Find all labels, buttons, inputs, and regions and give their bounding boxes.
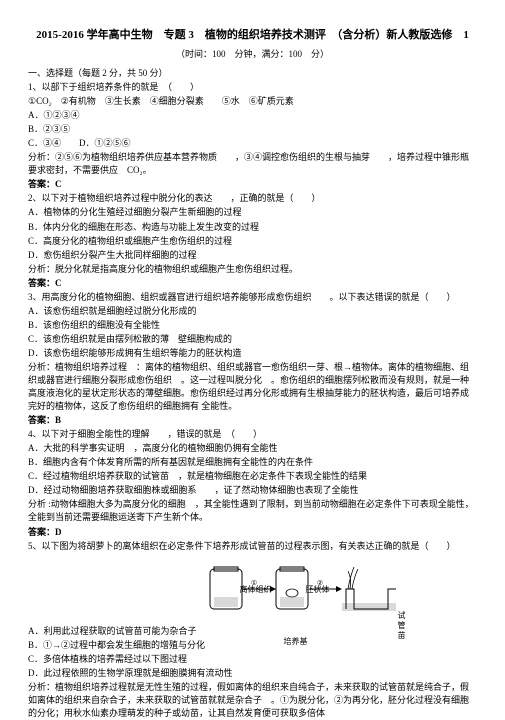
q4-answer: 答案：D xyxy=(28,526,477,539)
q4-optD: D．经过动物细胞培养获取细胞株或细胞系 ，证了然动物体细胞也表现了全能性 xyxy=(28,484,477,497)
label-peizhuang: 胚状体 xyxy=(306,585,330,595)
q4-optC: C．经过植物组织培养获取的试管苗 ，就是植物细胞在必定条件下表现全能性的结果 xyxy=(28,470,477,483)
q3-answer: 答案：B xyxy=(28,414,477,427)
q5-diagram: ① ② 离体组织 胚状体 试管苗 培养基 xyxy=(118,559,477,619)
q2-optA: A．植物体的分化生殖经过细胞分裂产生新细胞的过程 xyxy=(28,206,477,219)
q4-optA: A．大批的科学事实证明 ，高度分化的植物细胞仍拥有全能性 xyxy=(28,442,477,455)
q1-stem: 1、以部下于组织培养条件的就是 （ ） xyxy=(28,81,477,94)
q3-analysis: 分析：植物组织培养过程 ：离体的植物组织、组织或器官一愈伤组织一芽、根→植物体。… xyxy=(28,361,477,413)
q1-optD: D．①②⑤⑥ xyxy=(79,138,131,148)
q3-optB: B．该愈伤组织的细胞没有全能性 xyxy=(28,319,477,332)
q2-stem: 2、以下对于植物组织培养过程中脱分化的表达 ，正确的就是（ ） xyxy=(28,192,477,205)
q5-stem: 5、以下图为将胡萝卜的离体组织在必定条件下培养形成试管苗的过程表示图，有关表达正… xyxy=(28,540,477,553)
q5-optB: B．①→②过程中都会发生细胞的增殖与分化 xyxy=(28,639,477,652)
q2-analysis: 分析：脱分化就是指高度分化的植物组织或细胞产生愈伤组织过程。 xyxy=(28,263,477,276)
q5-optA: A．利用此过程获取的试管苗可能为杂合子 xyxy=(28,625,477,638)
q5-optD: D．此过程依照的生物学原理就是细胞膜拥有流动性 xyxy=(28,667,477,680)
q1-optB: B．②③⑤ xyxy=(28,123,477,136)
q5-optC: C．多倍体植株的培养需经过以下图过程 xyxy=(28,653,477,666)
q2-optB: B．体内分化的细胞在形态、构造与功能上发生改变的过程 xyxy=(28,221,477,234)
q4-stem: 4、以下对于细胞全能性的理解 ，错误的就是 （ ） xyxy=(28,428,477,441)
q3-stem: 3、用高度分化的植物细胞、组织或器官进行组织培养能够形成愈伤组织 。以下表达错误… xyxy=(28,291,477,304)
section-heading: 一、选择题（每题 2 分，共 50 分） xyxy=(28,67,477,80)
q2-optD: D．愈伤组织分裂产生大批同样细胞的过程 xyxy=(28,249,477,262)
q4-optB: B．细胞内含有个体发育所需的所有基因就是细胞拥有全能性的内在条件 xyxy=(28,456,477,469)
q3-optC: C．该愈伤组织就是由摆列松散的薄 壁细胞构成的 xyxy=(28,333,477,346)
q2-optC: C．高度分化的植物组织或细胞产生愈伤组织的过程 xyxy=(28,235,477,248)
q1-optA: A．①②③④ xyxy=(28,109,477,122)
label-peiyangji: 培养基 xyxy=(284,637,308,647)
q2-answer: 答案：C xyxy=(28,277,477,290)
q1-optC: C．③④ D．①②⑤⑥ xyxy=(28,137,477,150)
q3-optD: D．该愈伤组织能够形成拥有生组织等能力的胚状构造 xyxy=(28,347,477,360)
doc-title: 2015-2016 学年高中生物 专题 3 植物的组织培养技术测评 （含分析）新… xyxy=(28,28,477,44)
q3-optA: A．该愈伤组织就是细胞经过脱分化形成的 xyxy=(28,305,477,318)
apparatus-diagram: ① ② xyxy=(198,559,398,619)
label-shiguanmiao: 试管苗 xyxy=(398,611,406,642)
q4-analysis: 分析 :动物体细胞大多为高度分化的细胞 ，其全能性遇到了限制，到当前动物细胞在必… xyxy=(28,498,477,524)
q5-analysis: 分析：植物组织培养过程就是无性生殖的过程，假如离体的组织来自纯合子，未来获取的试… xyxy=(28,681,477,720)
q1-options-line: ①CO₂ ②有机物 ③生长素 ④细胞分裂素 ⑤水 ⑥矿质元素 xyxy=(28,95,477,108)
q1-analysis: 分析：②⑤⑥为植物组织培养供应基本营养物质 ，③④调控愈伤组织的生根与抽芽 ，培… xyxy=(28,151,477,177)
label-liti: 离体组织 xyxy=(240,585,272,595)
q1-answer: 答案：C xyxy=(28,178,477,191)
q1-optC-text: C．③④ xyxy=(28,138,61,148)
doc-timing: （时间：100 分钟，满分：100 分） xyxy=(28,48,477,61)
